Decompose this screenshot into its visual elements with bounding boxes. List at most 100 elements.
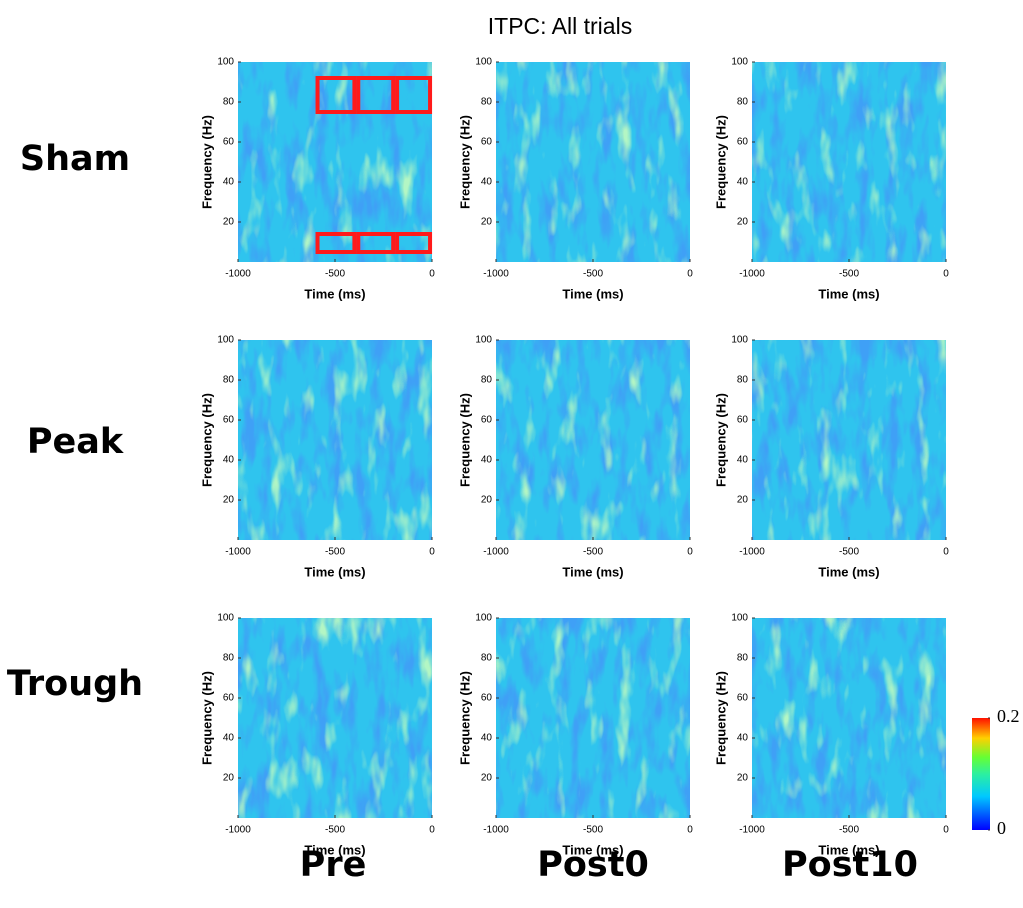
heatmap-texture xyxy=(752,62,946,262)
y-tick-label: 20 xyxy=(481,773,493,784)
y-tick-label: 100 xyxy=(217,57,234,68)
y-axis-label: Frequency (Hz) xyxy=(199,115,214,209)
heatmap-panel xyxy=(238,340,432,540)
heatmap-texture xyxy=(496,62,690,262)
row-label: Peak xyxy=(27,422,124,462)
x-tick-label: -500 xyxy=(839,547,859,558)
x-tick-label: -1000 xyxy=(739,269,765,280)
y-tick-label: 100 xyxy=(475,335,492,346)
y-tick-label: 20 xyxy=(737,217,749,228)
highlight-box xyxy=(356,76,396,114)
y-tick-label: 60 xyxy=(223,693,235,704)
column-label: Post10 xyxy=(782,845,918,885)
colorbar-tick-label: 0 xyxy=(997,818,1006,838)
x-tick-label: -1000 xyxy=(483,547,509,558)
heatmap-texture xyxy=(238,618,432,818)
x-axis-label: Time (ms) xyxy=(304,564,365,579)
y-tick-label: 40 xyxy=(481,177,493,188)
y-tick-label: 100 xyxy=(731,335,748,346)
y-tick-label: 60 xyxy=(737,693,749,704)
y-tick-label: 40 xyxy=(481,455,493,466)
x-tick-label: -1000 xyxy=(483,269,509,280)
y-tick-label: 40 xyxy=(223,177,235,188)
figure-title: ITPC: All trials xyxy=(488,13,632,39)
x-tick-label: 0 xyxy=(687,547,693,558)
x-tick-label: -500 xyxy=(325,547,345,558)
colorbar xyxy=(972,718,990,830)
y-tick-label: 100 xyxy=(731,613,748,624)
y-tick-label: 20 xyxy=(737,773,749,784)
y-tick-label: 80 xyxy=(223,653,235,664)
x-tick-label: -500 xyxy=(325,269,345,280)
y-tick-label: 40 xyxy=(737,177,749,188)
x-tick-label: -1000 xyxy=(225,825,251,836)
x-tick-label: -1000 xyxy=(225,269,251,280)
x-tick-label: 0 xyxy=(943,825,949,836)
heatmap-panel xyxy=(238,618,432,818)
highlight-box xyxy=(395,232,433,254)
heatmap-panel xyxy=(238,62,432,262)
y-tick-label: 40 xyxy=(481,733,493,744)
x-tick-label: -500 xyxy=(583,547,603,558)
y-tick-label: 80 xyxy=(737,653,749,664)
row-label: Sham xyxy=(20,139,130,179)
y-tick-label: 20 xyxy=(737,495,749,506)
highlight-box xyxy=(395,76,433,114)
x-tick-label: -1000 xyxy=(739,547,765,558)
y-tick-label: 60 xyxy=(481,137,493,148)
y-axis-label: Frequency (Hz) xyxy=(713,393,728,487)
y-axis-label: Frequency (Hz) xyxy=(457,115,472,209)
y-tick-label: 40 xyxy=(737,455,749,466)
heatmap-panel xyxy=(496,618,690,818)
y-tick-label: 80 xyxy=(481,653,493,664)
y-tick-label: 20 xyxy=(481,495,493,506)
y-tick-label: 100 xyxy=(475,57,492,68)
heatmap-panel xyxy=(496,62,690,262)
x-axis-label: Time (ms) xyxy=(304,842,365,857)
heatmap-panel xyxy=(496,340,690,540)
x-tick-label: 0 xyxy=(429,269,435,280)
y-tick-label: 20 xyxy=(481,217,493,228)
heatmap-texture xyxy=(238,340,432,540)
x-tick-label: 0 xyxy=(943,547,949,558)
x-tick-label: -500 xyxy=(325,825,345,836)
y-tick-label: 40 xyxy=(223,733,235,744)
y-tick-label: 20 xyxy=(223,217,235,228)
column-label: Pre xyxy=(300,845,367,885)
x-axis-label: Time (ms) xyxy=(304,286,365,301)
y-axis-label: Frequency (Hz) xyxy=(457,671,472,765)
heatmap-panel xyxy=(752,618,946,818)
column-label: Post0 xyxy=(537,845,649,885)
y-tick-label: 80 xyxy=(223,375,235,386)
heatmap-texture xyxy=(496,340,690,540)
y-tick-label: 80 xyxy=(737,375,749,386)
x-tick-label: 0 xyxy=(687,825,693,836)
y-axis-label: Frequency (Hz) xyxy=(199,393,214,487)
highlight-box xyxy=(315,232,357,254)
y-tick-label: 100 xyxy=(475,613,492,624)
x-tick-label: -500 xyxy=(583,269,603,280)
y-tick-label: 60 xyxy=(481,693,493,704)
y-tick-label: 80 xyxy=(481,97,493,108)
x-tick-label: -500 xyxy=(839,825,859,836)
y-tick-label: 60 xyxy=(223,137,235,148)
x-axis-label: Time (ms) xyxy=(818,564,879,579)
x-tick-label: -1000 xyxy=(225,547,251,558)
highlight-box xyxy=(356,232,396,254)
row-label: Trough xyxy=(7,664,143,704)
y-tick-label: 60 xyxy=(481,415,493,426)
y-tick-label: 60 xyxy=(737,137,749,148)
heatmap-texture xyxy=(238,62,432,262)
x-tick-label: 0 xyxy=(943,269,949,280)
y-tick-label: 60 xyxy=(737,415,749,426)
y-tick-label: 100 xyxy=(731,57,748,68)
y-tick-label: 20 xyxy=(223,773,235,784)
y-tick-label: 60 xyxy=(223,415,235,426)
x-axis-label: Time (ms) xyxy=(562,286,623,301)
heatmap-texture xyxy=(752,618,946,818)
x-tick-label: -1000 xyxy=(483,825,509,836)
y-axis-label: Frequency (Hz) xyxy=(713,115,728,209)
x-tick-label: 0 xyxy=(687,269,693,280)
